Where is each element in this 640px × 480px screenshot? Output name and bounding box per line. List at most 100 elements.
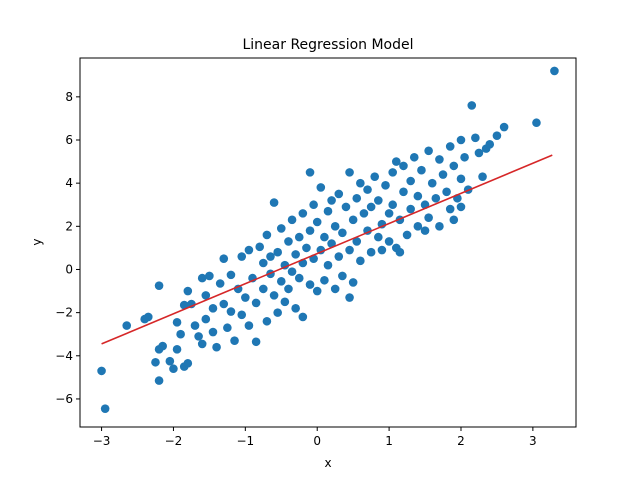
x-tick-label: 3 (529, 434, 537, 448)
scatter-point (424, 146, 433, 156)
y-tick-label: −6 (55, 392, 73, 406)
scatter-point (183, 286, 193, 296)
scatter-point (417, 165, 426, 175)
scatter-point (388, 200, 397, 210)
scatter-point (323, 260, 333, 270)
scatter-point (305, 280, 315, 289)
scatter-point (309, 200, 318, 210)
scatter-point (449, 215, 459, 225)
scatter-point (230, 336, 239, 345)
scatter-point (384, 237, 394, 246)
scatter-point (226, 270, 236, 280)
scatter-point (334, 252, 344, 261)
scatter-point (532, 118, 541, 128)
scatter-point (266, 252, 275, 261)
x-tick-label: 0 (313, 434, 321, 448)
scatter-point (356, 256, 365, 266)
scatter-point (420, 226, 430, 235)
scatter-point (197, 273, 207, 283)
scatter-point (474, 148, 484, 158)
scatter-point (212, 342, 221, 352)
x-tick-label: −3 (93, 434, 111, 448)
scatter-point (298, 209, 308, 218)
scatter-point (194, 332, 203, 341)
scatter-point (241, 293, 250, 302)
scatter-point (399, 161, 408, 171)
scatter-point (374, 196, 383, 205)
y-tick-label: 8 (65, 90, 73, 104)
scatter-point (201, 314, 211, 324)
scatter-point (391, 157, 401, 166)
scatter-point (445, 204, 455, 214)
scatter-point (327, 239, 336, 248)
scatter-point (169, 364, 178, 374)
regression-line (101, 154, 553, 345)
scatter-point (499, 122, 509, 132)
scatter-point (456, 202, 466, 212)
scatter-point (201, 291, 211, 300)
scatter-point (427, 178, 437, 188)
y-tick-label: 4 (65, 176, 73, 190)
scatter-point (341, 202, 351, 212)
scatter-point (251, 337, 261, 347)
scatter-point (395, 247, 405, 257)
scatter-point (445, 142, 455, 151)
scatter-point (409, 152, 419, 162)
y-tick-label: 0 (65, 262, 73, 276)
scatter-point (165, 356, 175, 366)
scatter-point (276, 224, 286, 233)
y-tick-label: −2 (55, 306, 73, 320)
scatter-point (197, 339, 207, 349)
scatter-point (352, 237, 362, 246)
scatter-point (435, 155, 444, 164)
scatter-point (305, 226, 315, 235)
scatter-point (456, 135, 466, 145)
scatter-point (327, 196, 336, 205)
scatter-point (302, 243, 311, 253)
scatter-point (273, 308, 282, 317)
scatter-point (363, 185, 372, 194)
scatter-point (330, 284, 340, 294)
scatter-point (320, 275, 329, 285)
scatter-point (259, 258, 268, 268)
scatter-point (215, 279, 225, 288)
scatter-point (478, 172, 487, 181)
scatter-point (244, 245, 254, 255)
scatter-point (338, 228, 347, 238)
scatter-point (374, 232, 383, 242)
scatter-point (255, 242, 265, 252)
scatter-point (172, 318, 182, 327)
scatter-point (402, 230, 412, 240)
scatter-point (219, 254, 229, 263)
scatter-point (312, 217, 322, 227)
scatter-point (338, 271, 347, 281)
scatter-point (492, 131, 502, 140)
x-tick-label: 1 (385, 434, 393, 448)
scatter-point (291, 304, 300, 313)
scatter-point (158, 341, 167, 351)
scatter-point (413, 222, 423, 231)
scatter-point (330, 222, 340, 231)
scatter-point (348, 215, 358, 225)
scatter-point (273, 247, 282, 257)
scatter-point (334, 189, 344, 199)
scatter-point (208, 304, 218, 313)
scatter-point (449, 161, 459, 171)
scatter-point (424, 213, 433, 222)
scatter-point (435, 222, 444, 231)
scatter-point (291, 250, 300, 259)
scatter-point (262, 316, 272, 326)
scatter-point (151, 357, 160, 367)
scatter-point (262, 230, 272, 240)
x-axis: −3 −2 −1 0 1 2 3 (93, 427, 537, 448)
scatter-point (366, 247, 376, 257)
scatter-point (154, 376, 164, 385)
scatter-point (284, 284, 293, 294)
scatter-point (438, 170, 448, 179)
scatter-point (276, 277, 286, 286)
scatter-point (251, 298, 261, 308)
scatter-point (348, 278, 358, 287)
scatter-point (205, 271, 214, 281)
scatter-point (294, 273, 304, 283)
